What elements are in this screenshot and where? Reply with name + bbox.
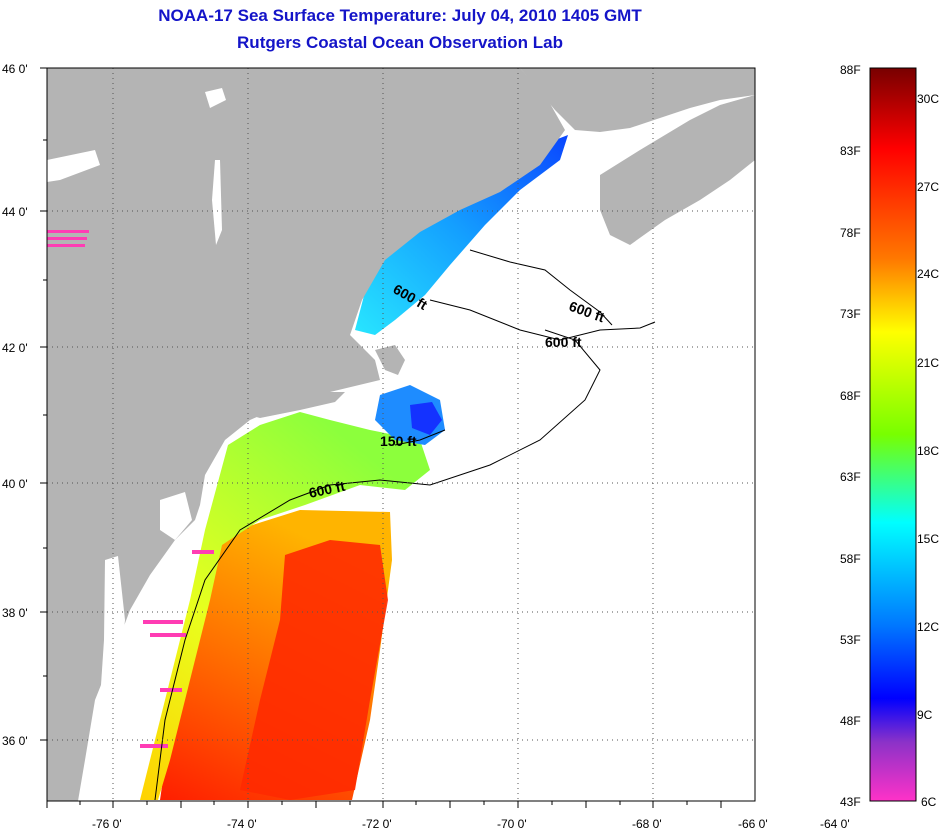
colorbar-f-68: 68F [840, 389, 861, 403]
lon-label-68: -68 0' [632, 817, 662, 831]
sst-warm-core [240, 540, 388, 800]
map-subtitle: Rutgers Coastal Ocean Observation Lab [237, 33, 563, 52]
temperature-colorbar [869, 67, 917, 802]
colorbar-c-21: 21C [917, 356, 939, 370]
colorbar-f-88: 88F [840, 63, 861, 77]
lat-label-38: 38 0' [2, 606, 28, 620]
colorbar-c-15: 15C [917, 532, 939, 546]
map-title: NOAA-17 Sea Surface Temperature: July 04… [158, 6, 642, 25]
colorbar-f-43: 43F [840, 795, 861, 809]
map-graticule [47, 68, 755, 801]
lon-label-76: -76 0' [92, 817, 122, 831]
isobath-contours [154, 249, 656, 801]
water-lake-champlain [212, 160, 222, 245]
colorbar-c-6: 6C [921, 795, 937, 809]
colorbar-f-83: 83F [840, 144, 861, 158]
colorbar-f-53: 53F [840, 633, 861, 647]
lon-label-74: -74 0' [227, 817, 257, 831]
contour-label-3: 600 ft [545, 334, 582, 350]
colorbar-f-78: 78F [840, 226, 861, 240]
colorbar-c-9: 9C [917, 708, 933, 722]
cloud-streaks-north [47, 230, 89, 247]
land-us-mainland [47, 68, 565, 801]
water-moosehead-lake [205, 88, 226, 108]
water-delaware-bay [160, 492, 192, 540]
lat-label-44: 44 0' [2, 205, 28, 219]
sst-shelf-water [140, 412, 430, 800]
lon-label-66: -66 0' [738, 817, 768, 831]
sst-gulf-of-maine [355, 135, 568, 335]
colorbar-c-12: 12C [917, 620, 939, 634]
lon-label-72: -72 0' [362, 817, 392, 831]
colorbar-f-48: 48F [840, 714, 861, 728]
colorbar-f-58: 58F [840, 552, 861, 566]
land-long-island [238, 392, 345, 418]
colorbar-c-24: 24C [917, 267, 939, 281]
contour-label-4: 150 ft [380, 433, 417, 449]
colorbar-c-30: 30C [917, 92, 939, 106]
colorbar-f-73: 73F [840, 307, 861, 321]
colorbar-f-63: 63F [840, 470, 861, 484]
land-nova-scotia [600, 95, 755, 245]
land-cape-cod [375, 345, 405, 375]
lon-label-64: -64 0' [820, 817, 850, 831]
land-new-brunswick [520, 68, 755, 132]
water-lake-ontario-edge [47, 150, 100, 182]
lat-label-42: 42 0' [2, 341, 28, 355]
sst-shoals-core [410, 402, 442, 435]
colorbar-c-27: 27C [917, 180, 939, 194]
axis-ticks [40, 67, 722, 808]
colorbar-c-18: 18C [917, 444, 939, 458]
lon-label-70: -70 0' [497, 817, 527, 831]
lat-label-46: 46 0' [2, 62, 28, 76]
lat-label-40: 40 0' [2, 477, 28, 491]
cloud-streaks-south [140, 550, 214, 748]
lat-label-36: 36 0' [2, 734, 28, 748]
